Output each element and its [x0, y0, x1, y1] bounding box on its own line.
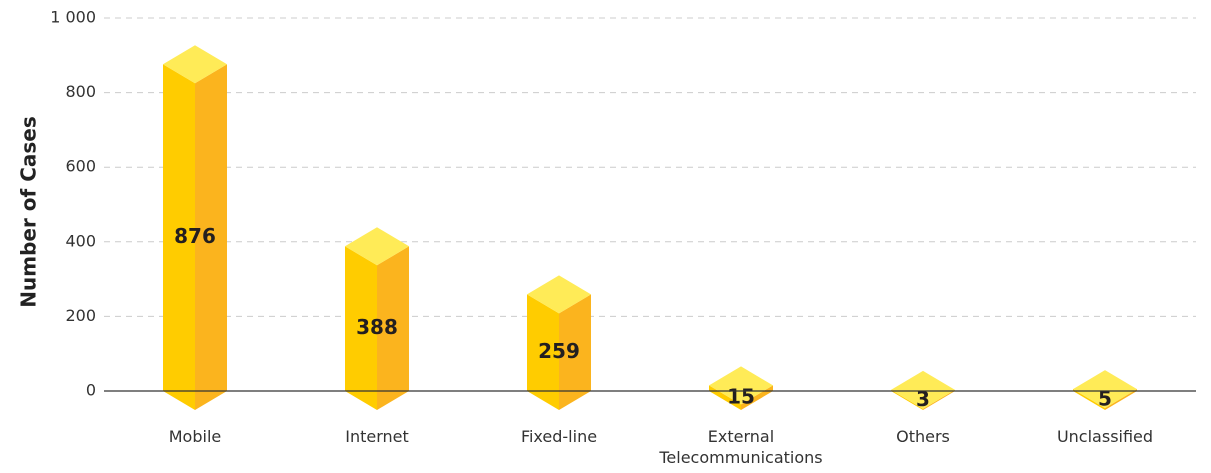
x-tick-label: Unclassified	[1056, 427, 1154, 446]
bar	[891, 370, 955, 410]
bar-side	[1105, 389, 1137, 410]
value-label: 259	[538, 339, 580, 363]
bar-front	[527, 294, 559, 410]
y-axis-label: Number of Cases	[17, 116, 41, 307]
bar-front	[163, 64, 195, 410]
y-tick-label: 400	[65, 231, 96, 250]
bar	[527, 275, 591, 410]
value-label: 388	[356, 315, 398, 339]
bar-side	[559, 294, 591, 410]
x-tick-label: Mobile	[168, 427, 222, 446]
y-tick-label: 1 000	[50, 8, 96, 27]
bar-side	[195, 64, 227, 410]
value-label: 5	[1098, 387, 1112, 411]
y-tick-label: 600	[65, 157, 96, 176]
value-label: 15	[727, 385, 755, 409]
bar	[163, 45, 227, 410]
bar-top	[891, 370, 955, 409]
y-tick-label: 800	[65, 82, 96, 101]
x-tick-label: External Telecommunications	[659, 427, 823, 467]
x-tick-label: Others	[896, 427, 950, 446]
x-tick-label: Internet	[345, 427, 409, 446]
x-tick-label: Fixed-line	[520, 427, 598, 446]
value-label: 876	[174, 224, 216, 248]
bar	[1073, 370, 1137, 410]
bar-top	[709, 366, 773, 405]
bar-front	[345, 246, 377, 410]
bar-front	[891, 389, 923, 410]
bar-top	[1073, 370, 1137, 409]
y-tick-label: 0	[86, 381, 96, 400]
bar-top	[345, 227, 409, 266]
bar-side	[923, 389, 955, 410]
value-label: 3	[916, 387, 930, 411]
y-tick-label: 200	[65, 306, 96, 325]
bar-side	[377, 246, 409, 410]
bar-front	[1073, 389, 1105, 410]
bar-top	[527, 275, 591, 314]
bar-top	[163, 45, 227, 84]
bar	[345, 227, 409, 410]
